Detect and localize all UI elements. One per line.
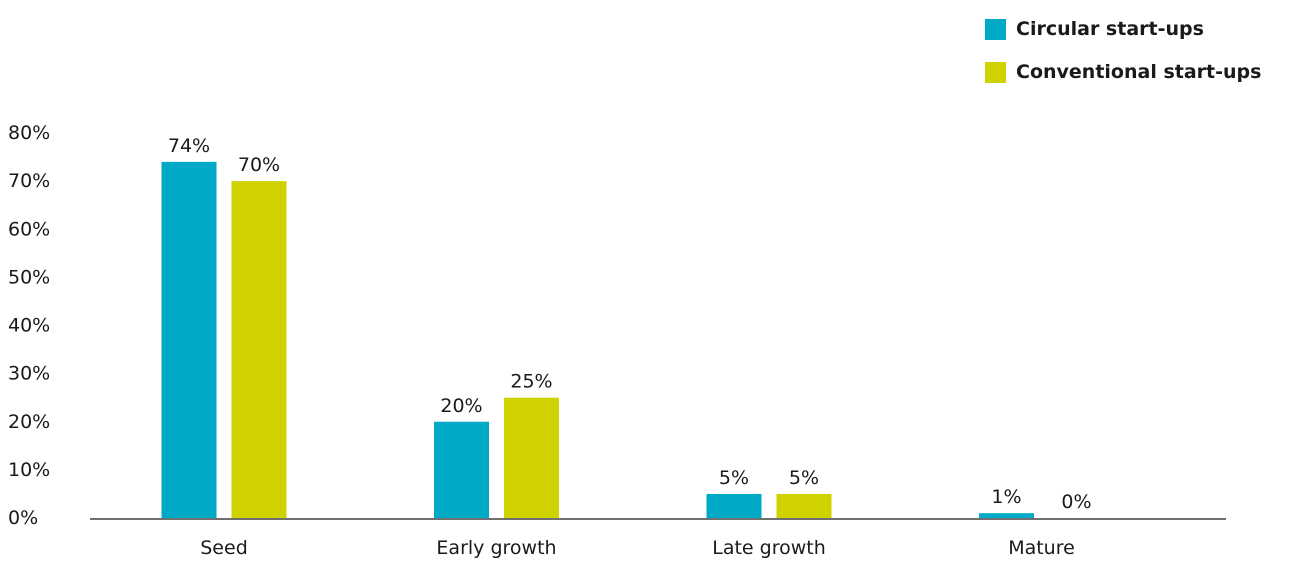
y-tick-label: 60% — [8, 218, 50, 240]
legend-swatch-conventional — [985, 62, 1006, 83]
bar-circular — [707, 494, 762, 518]
x-tick-label: Late growth — [712, 537, 826, 559]
bar-circular — [979, 513, 1034, 518]
y-tick-label: 70% — [8, 170, 50, 192]
y-tick-label: 10% — [8, 459, 50, 481]
bar-value-label: 5% — [789, 467, 819, 489]
bar-value-label: 1% — [991, 486, 1021, 508]
y-tick-label: 20% — [8, 411, 50, 433]
y-axis: 0% 10% 20% 30% 40% 50% 60% 70% 80% — [8, 122, 50, 529]
y-tick-label: 0% — [8, 507, 38, 529]
x-axis: Seed Early growth Late growth Mature — [90, 519, 1226, 559]
bar-circular — [162, 162, 217, 518]
bar-value-label: 5% — [719, 467, 749, 489]
y-tick-label: 40% — [8, 315, 50, 337]
legend-label-conventional: Conventional start-ups — [1016, 61, 1261, 83]
legend-swatch-circular — [985, 19, 1006, 40]
x-tick-label: Seed — [200, 537, 248, 559]
legend: Circular start-ups Conventional start-up… — [985, 17, 1261, 103]
y-tick-label: 50% — [8, 266, 50, 288]
bar-value-label: 0% — [1061, 491, 1091, 513]
legend-label-circular: Circular start-ups — [1016, 18, 1204, 40]
bar-labels: 74% 70% 20% 25% 5% 5% 1% 0% — [168, 135, 1092, 513]
bar-conventional — [504, 398, 559, 518]
bar-circular — [434, 422, 489, 518]
y-tick-label: 80% — [8, 122, 50, 144]
legend-item-conventional: Conventional start-ups — [985, 60, 1261, 84]
bar-conventional — [232, 181, 287, 518]
bars — [162, 162, 1035, 518]
bar-value-label: 74% — [168, 135, 210, 157]
x-tick-label: Mature — [1008, 537, 1075, 559]
bar-conventional — [777, 494, 832, 518]
legend-item-circular: Circular start-ups — [985, 17, 1261, 41]
bar-value-label: 70% — [238, 154, 280, 176]
bar-value-label: 25% — [510, 371, 552, 393]
x-tick-label: Early growth — [436, 537, 556, 559]
bar-value-label: 20% — [440, 395, 482, 417]
y-tick-label: 30% — [8, 363, 50, 385]
